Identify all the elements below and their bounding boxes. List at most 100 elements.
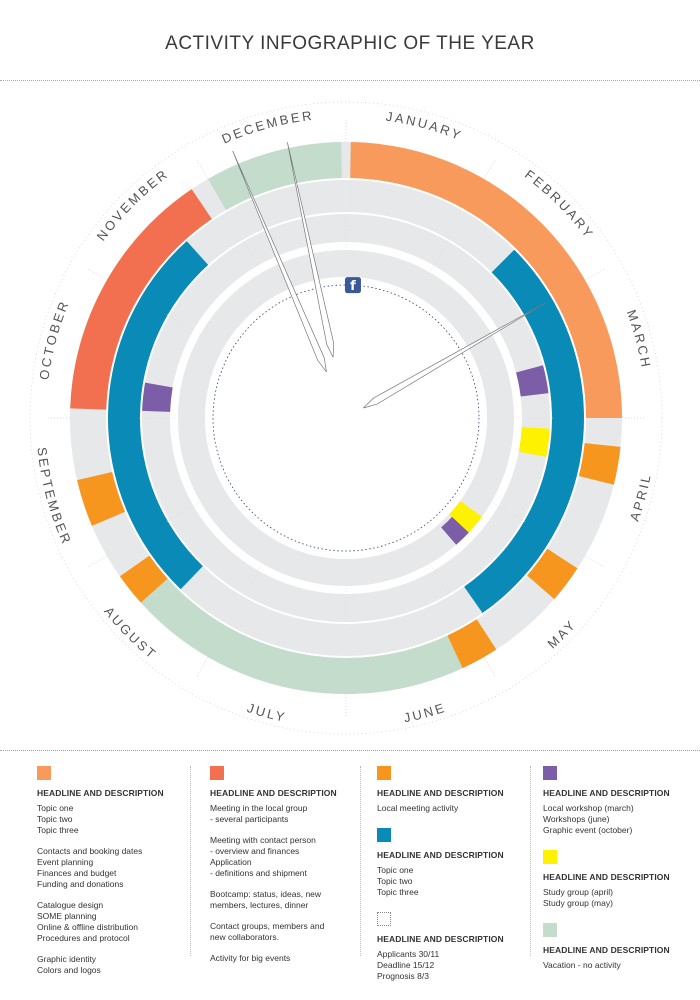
legend-swatch-blue [377, 828, 391, 842]
outer-block-orange-august [119, 555, 168, 603]
legend-heading: HEADLINE AND DESCRIPTION [377, 934, 504, 944]
legend-line: new collaborators. [210, 932, 279, 942]
legend-line: Application [210, 857, 252, 867]
legend-line: Finances and budget [37, 868, 117, 878]
outer-block-orange-april [578, 443, 621, 485]
ring-tick [165, 313, 199, 334]
month-label-may: MAY [544, 616, 579, 651]
month-tick [483, 656, 497, 678]
month-label-january: JANUARY [385, 109, 465, 144]
ring-tick [430, 565, 451, 599]
ring-tick [241, 237, 262, 271]
month-label-text: SEPTEMBER [34, 446, 72, 547]
inner-marker-purple-june [441, 515, 471, 545]
legend-column-2: HEADLINE AND DESCRIPTION Meeting in the … [210, 766, 360, 974]
middle-marker-purple-october [142, 382, 173, 412]
month-tick [584, 267, 606, 281]
legend-line: Topic one [377, 865, 414, 875]
legend-line: Study group (may) [543, 898, 613, 908]
legend-line: Graphic identity [37, 954, 97, 964]
ring-tick [241, 565, 262, 599]
legend-heading: HEADLINE AND DESCRIPTION [377, 788, 504, 798]
legend-line: Online & offline distribution [37, 922, 138, 932]
legend-column-4: HEADLINE AND DESCRIPTION Local workshop … [543, 766, 693, 981]
top-divider [0, 80, 700, 81]
center-disc [205, 277, 487, 559]
legend-line: Local workshop (march) [543, 803, 634, 813]
legend-group: Contacts and booking dates Event plannin… [37, 846, 187, 890]
outer-arc-orange-red [70, 189, 212, 410]
outer-block-orange-may [527, 548, 578, 600]
legend-line: - overview and finances [210, 846, 300, 856]
legend-line: Activity for big events [210, 953, 291, 963]
legend-swatch-green [543, 923, 557, 937]
legend-line: Meeting in the local group [210, 803, 308, 813]
legend-separator [360, 766, 361, 956]
legend-swatch-purple [543, 766, 557, 780]
month-tick [86, 267, 108, 281]
legend-group: Local meeting activity [377, 803, 527, 814]
legend-line: Funding and donations [37, 879, 124, 889]
legend-group: Vacation - no activity [543, 960, 693, 971]
month-label-text: JULY [245, 700, 285, 725]
legend-line: Contact groups, members and [210, 921, 325, 931]
legend-line: Local meeting activity [377, 803, 459, 813]
legend-line: Topic two [37, 814, 73, 824]
legend-group: Catalogue design SOME planning Online & … [37, 900, 187, 944]
legend-line: Topic three [377, 887, 419, 897]
legend-line: Catalogue design [37, 900, 104, 910]
legend-separator [530, 766, 531, 956]
inner-marker-yellow-may [449, 500, 482, 533]
legend-column-1: HEADLINE AND DESCRIPTION Topic one Topic… [37, 766, 187, 986]
month-label-september: SEPTEMBER [34, 446, 74, 547]
legend-line: Colors and logos [37, 965, 101, 975]
ring-tick [165, 502, 199, 523]
needle-march [363, 302, 546, 409]
legend-line: SOME planning [37, 911, 97, 921]
legend-group: Local workshop (march) Workshops (june) … [543, 803, 693, 836]
month-label-june: JUNE [402, 700, 448, 726]
middle-marker-purple-march [516, 365, 549, 397]
outer-block-orange-june [447, 619, 497, 669]
blue-arc-autumn [107, 241, 209, 590]
blue-arc-spring [464, 249, 585, 613]
legend-heading: HEADLINE AND DESCRIPTION [37, 788, 164, 798]
legend-line: Topic three [37, 825, 79, 835]
legend-line: Workshops (june) [543, 814, 610, 824]
legend-line: Procedures and protocol [37, 933, 130, 943]
bottom-divider [0, 750, 700, 751]
legend-group: Topic one Topic two Topic three [37, 803, 187, 836]
legend-line: Vacation - no activity [543, 960, 621, 970]
legend: HEADLINE AND DESCRIPTION Topic one Topic… [0, 766, 700, 996]
month-label-text: DECEMBER [220, 108, 313, 147]
legend-line: - definitions and shipment [210, 868, 307, 878]
legend-group: Topic one Topic two Topic three [377, 865, 527, 898]
page-title: ACTIVITY INFOGRAPHIC OF THE YEAR [165, 33, 535, 54]
legend-line: Prognosis 8/3 [377, 971, 429, 981]
legend-line: - several participants [210, 814, 289, 824]
legend-group: Activity for big events [210, 953, 360, 964]
legend-heading: HEADLINE AND DESCRIPTION [543, 945, 670, 955]
legend-line: Meeting with contact person [210, 835, 316, 845]
legend-line: Topic one [37, 803, 74, 813]
legend-swatch-orange [377, 766, 391, 780]
legend-group: Contact groups, members and new collabor… [210, 921, 360, 943]
month-label-october: OCTOBER [36, 297, 72, 380]
outer-arc-orange-light [350, 142, 622, 418]
month-label-march: MARCH [624, 308, 654, 371]
legend-line: Graphic event (october) [543, 825, 633, 835]
month-tick [86, 555, 108, 569]
month-label-december: DECEMBER [220, 108, 315, 147]
legend-swatch-orange-red [210, 766, 224, 780]
legend-column-3: HEADLINE AND DESCRIPTION Local meeting a… [377, 766, 527, 992]
month-label-july: JULY [245, 700, 288, 725]
legend-line: Topic two [377, 876, 413, 886]
needle-december-1 [232, 150, 327, 373]
legend-line: Contacts and booking dates [37, 846, 143, 856]
legend-group: Meeting in the local group - several par… [210, 803, 360, 825]
legend-group: Study group (april) Study group (may) [543, 887, 693, 909]
legend-group: Bootcamp: status, ideas, new members, le… [210, 889, 360, 911]
legend-heading: HEADLINE AND DESCRIPTION [543, 872, 670, 882]
month-label-text: OCTOBER [36, 297, 69, 380]
month-label-text: MARCH [624, 308, 652, 371]
